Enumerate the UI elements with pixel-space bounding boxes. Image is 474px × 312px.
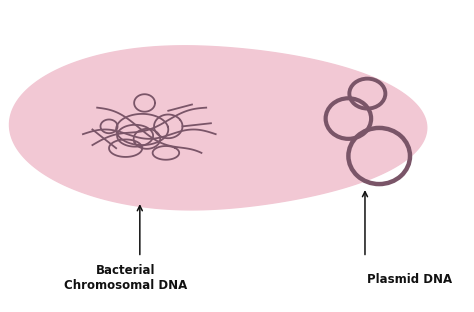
Polygon shape — [9, 46, 427, 210]
Text: Bacterial
Chromosomal DNA: Bacterial Chromosomal DNA — [64, 264, 187, 292]
Text: Plasmid DNA: Plasmid DNA — [367, 273, 453, 286]
